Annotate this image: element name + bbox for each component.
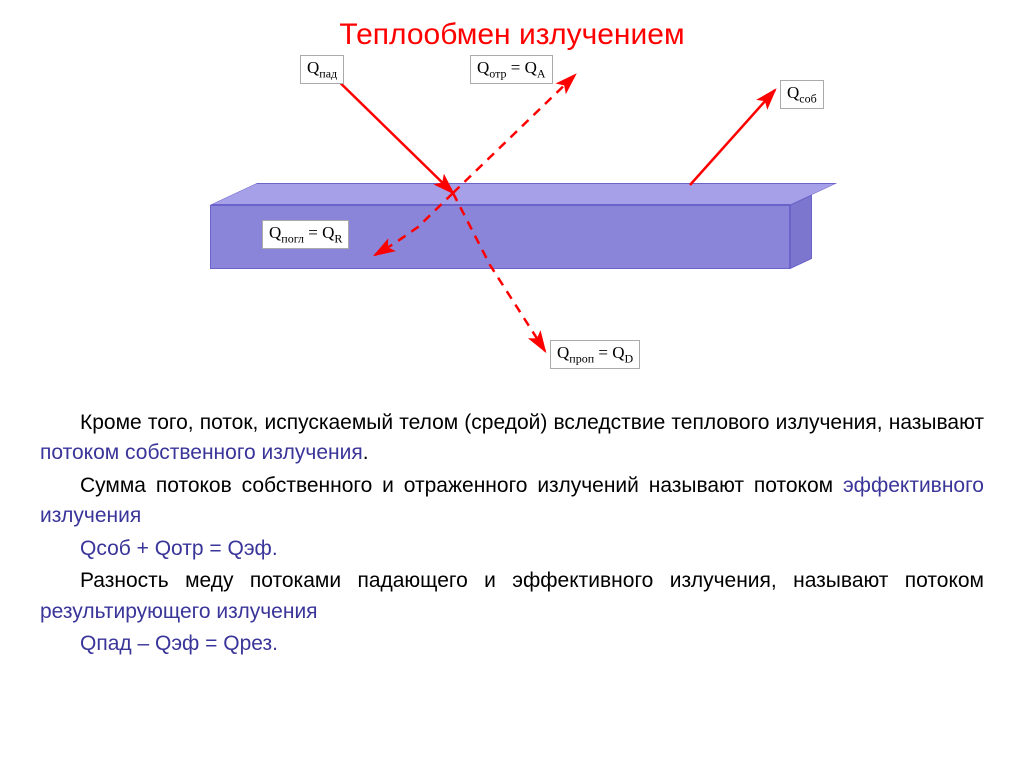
p1-text-c: . — [363, 441, 369, 464]
p1-text-a: Кроме того, поток, испускаемый телом (ср… — [80, 411, 984, 434]
label-q-sob: Qсоб — [780, 80, 824, 109]
eq2-text: Qпад – Qэф = Qрез. — [80, 632, 278, 655]
radiation-diagram: Qпад Qотр = QA Qсоб Qпогл = QR Qпроп = Q… — [150, 55, 870, 385]
page-title: Теплообмен излучением — [0, 18, 1024, 52]
arrow-incident — [325, 68, 453, 193]
p3-highlight: результирующего излучения — [40, 600, 318, 623]
label-q-prop: Qпроп = QD — [550, 340, 640, 369]
arrow-transmitted — [453, 193, 545, 351]
arrow-own — [690, 90, 775, 185]
equation-2: Qпад – Qэф = Qрез. — [40, 629, 984, 659]
p3-text-a: Разность меду потоками падающего и эффек… — [80, 569, 984, 592]
label-q-pogl: Qпогл = QR — [262, 220, 349, 249]
paragraph-3: Разность меду потоками падающего и эффек… — [40, 566, 984, 627]
label-q-pad: Qпад — [300, 55, 344, 84]
paragraph-2: Сумма потоков собственного и отраженного… — [40, 471, 984, 532]
eq1-text: Qсоб + Qотр = Qэф. — [80, 537, 278, 560]
p1-highlight: потоком собственного излучения — [40, 441, 363, 464]
arrow-absorbed — [375, 193, 453, 255]
p2-text-a: Сумма потоков собственного и отраженного… — [80, 474, 843, 497]
arrows-layer — [150, 55, 870, 385]
text-content: Кроме того, поток, испускаемый телом (ср… — [40, 408, 984, 662]
label-q-otr: Qотр = QA — [470, 55, 553, 84]
arrow-reflected — [453, 75, 575, 193]
equation-1: Qсоб + Qотр = Qэф. — [40, 534, 984, 564]
paragraph-1: Кроме того, поток, испускаемый телом (ср… — [40, 408, 984, 469]
